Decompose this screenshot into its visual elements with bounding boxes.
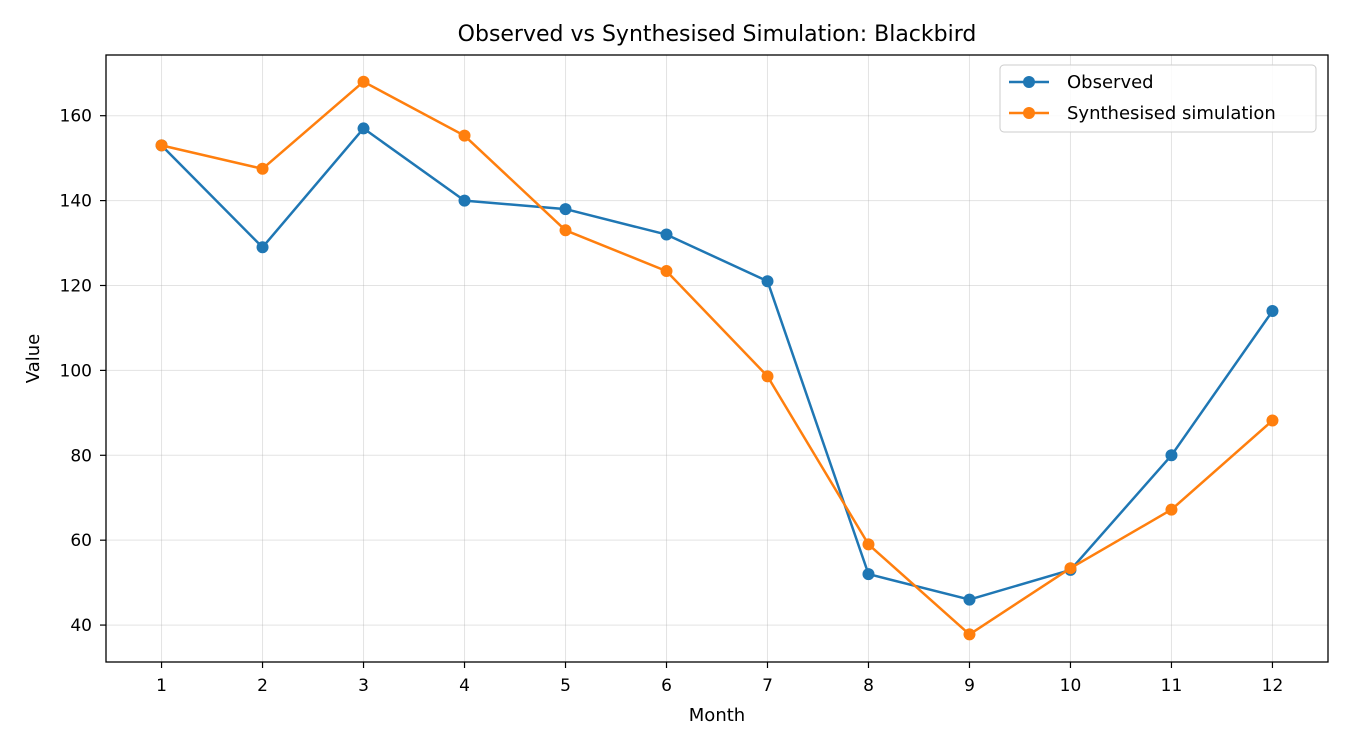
data-point-observed: [458, 194, 471, 207]
data-point-synthesised-simulation: [1266, 414, 1279, 427]
x-tick-label: 1: [156, 676, 167, 696]
x-tick-label: 12: [1262, 676, 1284, 696]
x-tick-label: 5: [560, 676, 571, 696]
legend-marker-synthesised: [1023, 107, 1035, 119]
x-tick-label: 6: [661, 676, 672, 696]
y-tick-label: 60: [70, 531, 92, 551]
grid: [106, 55, 1328, 662]
chart-title: Observed vs Synthesised Simulation: Blac…: [458, 22, 977, 47]
y-axis-label: Value: [23, 334, 44, 383]
y-tick-label: 160: [60, 107, 92, 127]
data-point-synthesised-simulation: [963, 628, 976, 641]
y-tick-label: 140: [60, 192, 92, 212]
series-observed: [155, 122, 1279, 606]
data-point-synthesised-simulation: [862, 538, 875, 551]
data-point-synthesised-simulation: [155, 139, 168, 152]
x-tick-label: 8: [863, 676, 874, 696]
x-axis-label: Month: [689, 705, 745, 726]
data-point-synthesised-simulation: [458, 129, 471, 142]
y-tick-label: 40: [70, 616, 92, 636]
data-point-synthesised-simulation: [761, 370, 774, 383]
x-tick-label: 11: [1161, 676, 1183, 696]
data-point-synthesised-simulation: [1165, 503, 1178, 516]
data-point-observed: [660, 228, 673, 241]
legend-entry-observed: Observed: [1009, 72, 1154, 93]
data-point-observed: [256, 241, 269, 254]
data-point-observed: [761, 275, 774, 288]
data-point-observed: [862, 568, 875, 581]
series-line-synthesised-simulation: [161, 80, 1274, 636]
y-tick-label: 100: [60, 361, 92, 381]
y-tick-label: 80: [70, 446, 92, 466]
data-point-observed: [963, 593, 976, 606]
series-layer: [155, 75, 1279, 641]
data-point-observed: [357, 122, 370, 135]
x-tick-label: 10: [1060, 676, 1082, 696]
x-tick-label: 9: [964, 676, 975, 696]
plot-frame: [105, 54, 1329, 663]
data-point-synthesised-simulation: [256, 162, 269, 175]
data-point-synthesised-simulation: [559, 224, 572, 237]
data-point-synthesised-simulation: [660, 265, 673, 278]
x-tick-label: 3: [358, 676, 369, 696]
series-line-observed: [160, 127, 1274, 601]
y-tick-label: 120: [60, 276, 92, 296]
series-synthesised-simulation: [155, 75, 1279, 641]
legend-box: [999, 64, 1317, 133]
data-point-observed: [559, 203, 572, 216]
data-point-observed: [1266, 304, 1279, 317]
data-point-synthesised-simulation: [1064, 562, 1077, 575]
legend: Observed Synthesised simulation: [999, 64, 1317, 133]
x-tick-label: 2: [257, 676, 268, 696]
legend-label-observed: Observed: [1067, 72, 1154, 93]
legend-entry-synthesised: Synthesised simulation: [1009, 103, 1276, 124]
data-point-observed: [1165, 449, 1178, 462]
x-tick-label: 4: [459, 676, 470, 696]
legend-marker-observed: [1023, 76, 1035, 88]
x-tick-label: 7: [762, 676, 773, 696]
legend-label-synthesised: Synthesised simulation: [1067, 103, 1276, 124]
data-point-synthesised-simulation: [357, 75, 370, 88]
